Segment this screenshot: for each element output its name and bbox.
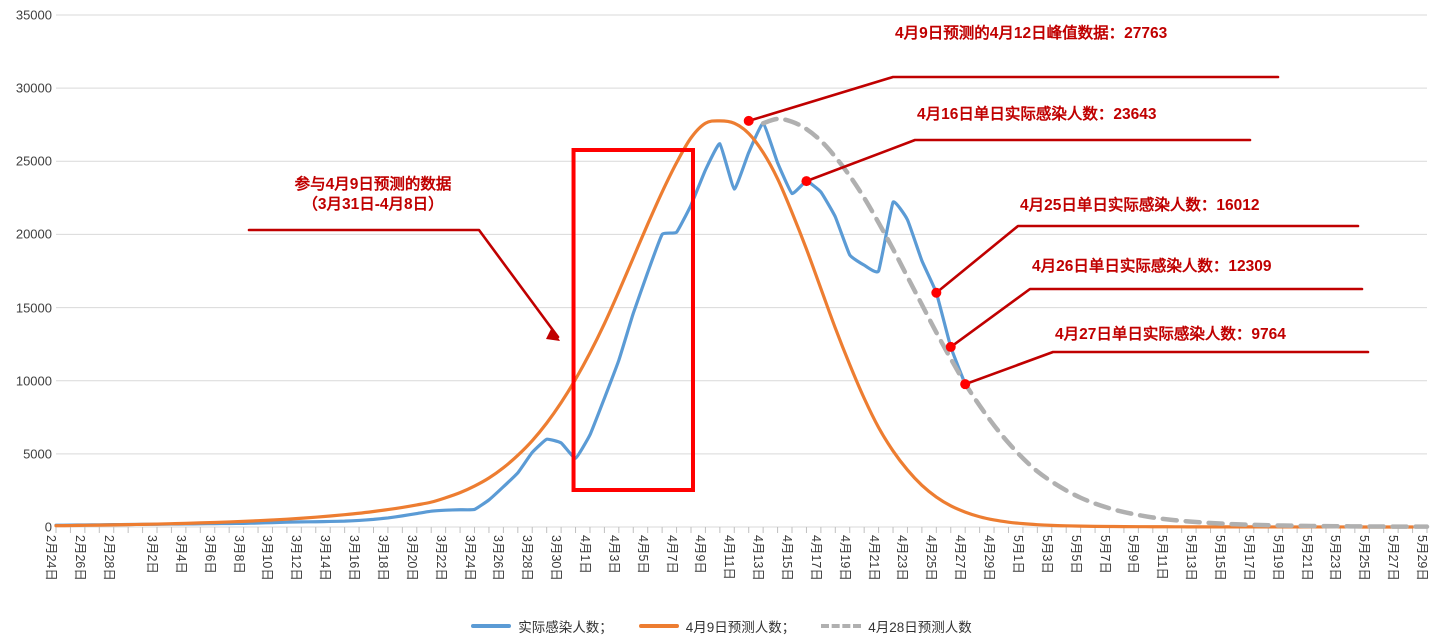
legend-label-pred-0409: 4月9日预测人数；	[685, 620, 796, 635]
series-line-pred-0428	[760, 116, 1430, 529]
gridlines	[56, 14, 1427, 528]
x-axis-tick-label: 4月9日	[693, 535, 708, 574]
x-axis-tick-label: 4月25日	[924, 535, 939, 581]
leader-line	[935, 224, 1360, 295]
x-axis-tick-label: 3月8日	[231, 535, 246, 574]
highlight-box-caption-line1: 参与4月9日预测的数据	[294, 176, 452, 193]
legend-item-actual[interactable]: 实际感染人数；	[471, 616, 613, 636]
x-axis-tick-label: 3月28日	[520, 535, 535, 581]
y-axis-tick-label: 15000	[15, 300, 52, 316]
y-axis-tick-label: 0	[44, 519, 52, 535]
x-axis-tick-label: 5月9日	[1126, 535, 1141, 574]
series-line-actual	[54, 121, 967, 527]
x-axis-tick-label: 3月4日	[173, 535, 188, 574]
x-axis-tick-label: 2月26日	[72, 535, 87, 581]
y-axis-tick-label: 20000	[15, 226, 52, 242]
legend-label-actual: 实际感染人数；	[518, 620, 613, 635]
x-axis-tick-label: 4月27日	[953, 535, 968, 581]
x-axis-tick-label: 4月11日	[722, 535, 737, 580]
x-axis-tick-label: 3月16日	[347, 535, 362, 581]
leader-line	[805, 138, 1252, 183]
x-axis-tick-label: 5月5日	[1068, 535, 1083, 574]
annotation-peak-prediction: 4月9日预测的4月12日峰值数据：27763	[895, 25, 1168, 42]
leader-arrowhead	[546, 327, 560, 341]
x-axis-tick-label: 4月3日	[606, 535, 621, 574]
leader-line	[963, 350, 1370, 386]
y-axis-tick-label: 10000	[15, 373, 52, 389]
x-axis-tick-label: 3月20日	[404, 535, 419, 581]
data-marker-4月16日	[801, 176, 812, 187]
x-axis-tick-label: 5月7日	[1097, 535, 1112, 574]
x-axis-tick-label: 4月23日	[895, 535, 910, 581]
x-axis-tick-label: 5月3日	[1039, 535, 1054, 574]
annotation-actual-0425: 4月25日单日实际感染人数：16012	[1020, 197, 1260, 214]
x-axis-tick-label: 3月6日	[202, 535, 217, 574]
x-axis-tick-label: 4月1日	[577, 535, 592, 574]
x-axis-tick-label: 4月29日	[982, 535, 997, 581]
x-axis-tick-label: 2月24日	[44, 535, 58, 581]
x-axis-tick-label: 5月13日	[1184, 535, 1199, 581]
x-axis-tick-label: 4月19日	[837, 535, 852, 581]
x-axis-tick-label: 5月17日	[1241, 535, 1256, 581]
x-axis-tick-label: 3月24日	[462, 535, 477, 581]
legend-swatch-pred-0409	[638, 624, 679, 628]
legend-item-pred-0428[interactable]: 4月28日预测人数	[821, 616, 972, 636]
x-axis-tick-label: 3月2日	[145, 535, 160, 574]
annotation-actual-0427: 4月27日单日实际感染人数：9764	[1055, 326, 1286, 343]
data-marker-4月25日	[931, 287, 942, 298]
legend-swatch-pred-0428	[821, 624, 862, 628]
highlight-box-caption-line2: （3月31日-4月8日）	[302, 196, 444, 214]
x-axis-tick-label: 3月12日	[289, 535, 304, 581]
annotation-actual-0426: 4月26日单日实际感染人数：12309	[1032, 258, 1272, 275]
series-line-pred-0409	[54, 119, 1415, 529]
x-axis-tick-label: 4月21日	[866, 535, 881, 581]
leader-line	[949, 287, 1364, 349]
chart-legend: 实际感染人数； 4月9日预测人数； 4月28日预测人数	[0, 616, 1443, 636]
x-axis-tick-label: 4月17日	[808, 535, 823, 581]
x-axis-tick-label: 4月7日	[664, 535, 679, 574]
y-axis-tick-label: 25000	[15, 153, 52, 169]
x-axis-tick-label: 5月11日	[1155, 535, 1170, 580]
x-axis-tick-label: 5月29日	[1415, 535, 1429, 581]
x-axis-tick-label: 5月23日	[1328, 535, 1343, 581]
data-marker-4月27日	[960, 379, 971, 390]
data-marker-4月26日	[945, 341, 956, 352]
x-axis-tick-label: 3月10日	[260, 535, 275, 581]
y-axis-tick-label: 30000	[15, 80, 52, 96]
x-axis-tick-label: 3月30日	[549, 535, 564, 581]
annotation-leader-lines	[247, 75, 1370, 386]
x-axis-tick-label: 5月27日	[1386, 535, 1401, 581]
y-axis-tick-label: 5000	[23, 446, 52, 462]
x-axis-tick-label: 5月25日	[1357, 535, 1372, 581]
highlight-rectangle	[571, 148, 695, 492]
data-marker-4月12日	[743, 115, 754, 126]
x-axis-tick-label: 5月21日	[1299, 535, 1314, 581]
x-axis-tick-label: 5月15日	[1212, 535, 1227, 581]
x-axis-tick-label: 3月18日	[375, 535, 390, 581]
x-axis-tick-label: 5月19日	[1270, 535, 1285, 581]
x-axis-tick-label: 4月5日	[635, 535, 650, 574]
legend-item-pred-0409[interactable]: 4月9日预测人数；	[638, 616, 796, 636]
highlight-box-caption: 参与4月9日预测的数据 （3月31日-4月8日）	[258, 175, 488, 215]
annotation-actual-0416: 4月16日单日实际感染人数：23643	[917, 106, 1157, 123]
leader-line	[747, 75, 1280, 123]
x-axis-tick-label: 3月14日	[318, 535, 333, 581]
legend-label-pred-0428: 4月28日预测人数	[868, 620, 972, 635]
legend-swatch-actual	[471, 624, 512, 628]
y-axis-tick-label: 35000	[15, 7, 52, 23]
x-axis-tick-label: 4月13日	[751, 535, 766, 581]
highlight-markers	[743, 115, 971, 390]
leader-line	[247, 228, 560, 339]
x-axis-tick-label: 2月28日	[101, 535, 116, 581]
x-axis-tick-label: 5月1日	[1010, 535, 1025, 574]
series-lines	[54, 116, 1430, 529]
x-axis-tick-label: 3月26日	[491, 535, 506, 581]
x-axis-tick-label: 4月15日	[780, 535, 794, 581]
x-axis-tick-label: 3月22日	[433, 535, 448, 581]
